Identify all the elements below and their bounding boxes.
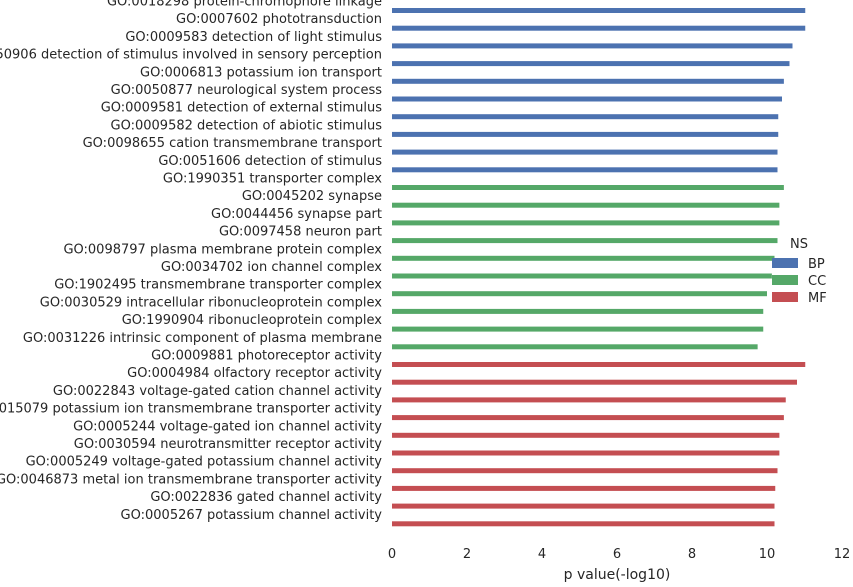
bar-5 [392, 78, 784, 84]
bar-19 [392, 326, 764, 332]
legend: NS BP CC MF [772, 237, 827, 306]
category-label-1: GO:0018298 protein-chromophore linkage [107, 0, 382, 10]
legend-label-bp: BP [808, 257, 825, 272]
bar-4 [392, 61, 790, 67]
category-label-17: GO:1902495 transmembrane transporter com… [54, 278, 382, 293]
category-label-6: GO:0050877 neurological system process [111, 83, 383, 98]
bar-11 [392, 185, 784, 190]
x-tick-label-6: 6 [613, 547, 621, 562]
bar-27 [392, 468, 778, 474]
bar-25 [392, 432, 780, 438]
category-label-20: GO:0031226 intrinsic component of plasma… [23, 331, 382, 346]
category-label-12: GO:0045202 synapse [242, 189, 382, 204]
category-label-8: GO:0009582 detection of abiotic stimulus [111, 118, 383, 133]
category-label-3: GO:0009583 detection of light stimulus [125, 30, 382, 45]
bar-17 [392, 291, 767, 297]
category-label-22: GO:0004984 olfactory receptor activity [127, 366, 382, 381]
bar-1 [392, 8, 806, 13]
bar-18 [392, 308, 764, 314]
category-label-2: GO:0007602 phototransduction [176, 12, 382, 27]
bar-6 [392, 96, 782, 102]
category-label-15: GO:0098797 plasma membrane protein compl… [63, 242, 382, 257]
bar-22 [392, 379, 797, 385]
bar-16 [392, 273, 772, 279]
bar-8 [392, 131, 779, 137]
category-label-11: GO:1990351 transporter complex [163, 172, 382, 187]
x-tick-label-2: 2 [463, 547, 471, 562]
bars-layer [392, 8, 806, 527]
legend-label-mf: MF [808, 291, 827, 306]
legend-swatch-mf [772, 292, 798, 302]
category-label-10: GO:0051606 detection of stimulus [158, 154, 382, 169]
bar-21 [392, 362, 806, 367]
bar-9 [392, 149, 778, 155]
bar-15 [392, 255, 775, 261]
category-label-19: GO:1990904 ribonucleoprotein complex [122, 313, 383, 328]
category-labels: GO:0018298 protein-chromophore linkage GO… [0, 0, 382, 523]
bar-20 [392, 344, 758, 350]
category-label-26: GO:0030594 neurotransmitter receptor act… [74, 437, 383, 452]
x-tick-label-10: 10 [759, 547, 776, 562]
bar-23 [392, 397, 786, 403]
bar-28 [392, 485, 776, 491]
bar-24 [392, 415, 784, 421]
category-label-7: GO:0009581 detection of external stimulu… [101, 101, 383, 116]
bar-26 [392, 450, 780, 456]
x-tick-label-8: 8 [688, 547, 696, 562]
category-label-14: GO:0097458 neuron part [219, 225, 382, 240]
bar-12 [392, 202, 780, 208]
x-tick-label-0: 0 [388, 547, 396, 562]
category-label-13: GO:0044456 synapse part [211, 207, 382, 222]
bar-13 [392, 220, 780, 226]
legend-swatch-bp [772, 258, 798, 268]
legend-entries: BP CC MF [772, 257, 827, 306]
x-axis-label: p value(-log10) [564, 567, 671, 583]
category-label-24: GO:0015079 potassium ion transmembrane t… [0, 402, 382, 417]
bar-14 [392, 238, 778, 244]
category-label-28: GO:0046873 metal ion transmembrane trans… [0, 472, 382, 487]
category-label-16: GO:0034702 ion channel complex [161, 260, 382, 275]
category-label-23: GO:0022843 voltage-gated cation channel … [53, 384, 382, 399]
category-label-25: GO:0005244 voltage-gated ion channel act… [73, 419, 382, 434]
legend-swatch-cc [772, 275, 798, 285]
category-label-27: GO:0005249 voltage-gated potassium chann… [26, 455, 383, 470]
bar-7 [392, 114, 779, 120]
x-axis-ticks: 0 2 4 6 8 10 12 [388, 547, 850, 562]
bar-2 [392, 25, 806, 31]
category-label-29: GO:0022836 gated channel activity [150, 490, 382, 505]
bar-3 [392, 43, 793, 49]
legend-title: NS [790, 237, 808, 252]
x-tick-label-12: 12 [834, 547, 851, 562]
category-label-9: GO:0098655 cation transmembrane transpor… [83, 136, 382, 151]
legend-label-cc: CC [808, 274, 826, 289]
bar-30 [392, 521, 775, 527]
bar-10 [392, 167, 778, 173]
category-label-21: GO:0009881 photoreceptor activity [151, 349, 382, 364]
bar-29 [392, 503, 775, 509]
category-label-4: GO:0050906 detection of stimulus involve… [0, 48, 382, 63]
x-tick-label-4: 4 [538, 547, 546, 562]
category-label-30: GO:0005267 potassium channel activity [121, 508, 383, 523]
category-label-18: GO:0030529 intracellular ribonucleoprote… [40, 295, 383, 310]
category-label-5: GO:0006813 potassium ion transport [140, 65, 382, 80]
